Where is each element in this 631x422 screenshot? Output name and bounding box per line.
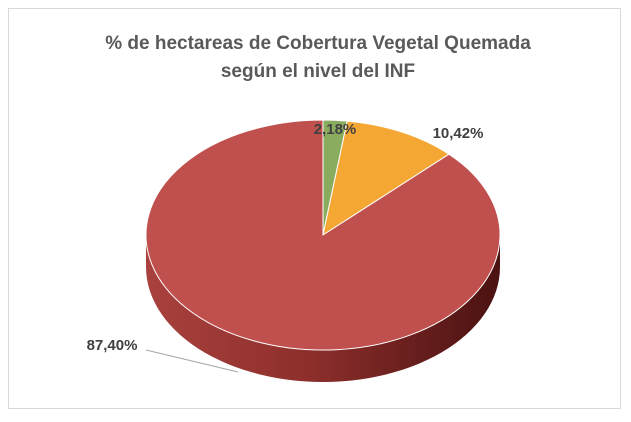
data-label: 10,42% — [433, 125, 484, 142]
pie-slice — [322, 120, 450, 237]
pie: 2,18% 10,42% 87,40% — [87, 119, 501, 382]
pie-slice — [145, 119, 501, 351]
chart-title: según el nivel del INF — [221, 61, 415, 82]
data-label: 87,40% — [87, 337, 138, 354]
leader-line — [145, 349, 239, 373]
pie-side — [146, 235, 500, 382]
data-label: 2,18% — [314, 121, 357, 138]
chart-title: % de hectareas de Cobertura Vegetal Quem… — [105, 33, 531, 54]
